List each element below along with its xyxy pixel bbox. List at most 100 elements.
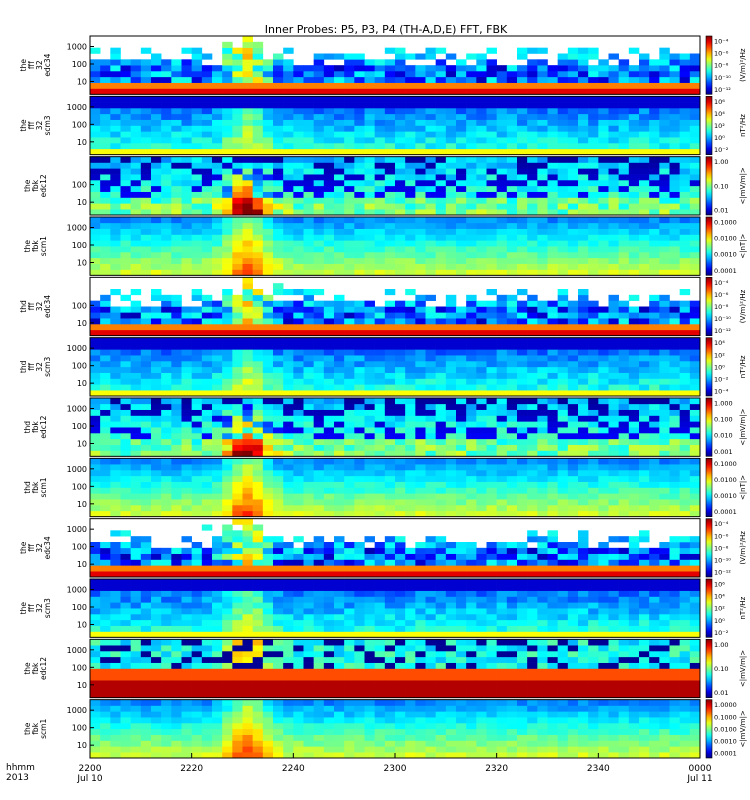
spectrogram-cell [283,343,294,350]
spectrogram-cell [456,481,467,488]
spectrogram-cell [313,59,325,66]
spectrogram-cell [303,156,314,163]
spectrogram-cell [273,464,284,471]
spectrogram-cell [578,403,589,410]
spectrogram-cell [689,203,701,210]
spectrogram-cell [435,234,447,241]
spectrogram-cell [212,209,223,216]
spectrogram-cell [273,162,284,169]
spectrogram-cell [598,481,609,488]
spectrogram-cell [100,596,111,603]
spectrogram-cell [618,378,630,385]
spectrogram-cell [496,349,508,356]
spectrogram-cell [486,102,497,109]
spectrogram-cell [537,203,548,210]
spectrogram-cell [171,125,182,132]
spectrogram-cell [588,119,599,126]
spectrogram-cell [527,257,538,264]
spectrogram-cell [649,71,660,78]
spectrogram-cell [476,390,487,397]
spectrogram-cell [151,355,162,362]
spectrogram-cell [374,403,386,410]
spectrogram-cell [395,475,406,482]
spectrogram-cell [110,403,121,410]
spectrogram-cell [212,438,223,445]
spectrogram-cell [273,481,284,488]
spectrogram-cell [293,162,304,169]
spectrogram-cell [567,324,579,331]
spectrogram-cell [476,505,487,512]
spectrogram-cell [313,209,325,216]
spectrogram-cell [293,481,304,488]
spectrogram-cell [588,82,599,89]
spectrogram-cell [151,458,162,465]
spectrogram-cell [588,174,599,181]
spectrogram-cell [425,306,436,313]
spectrogram-cell [669,162,680,169]
spectrogram-cell [222,355,233,362]
spectrogram-cell [354,450,365,457]
spectrogram-cell [476,82,487,89]
spectrogram-cell [171,113,182,120]
spectrogram-cell [517,499,528,506]
spectrogram-cell [201,168,213,175]
spectrogram-cell [323,88,335,95]
spectrogram-cell [262,542,274,549]
spectrogram-cell [445,306,457,313]
spectrogram-cell [151,481,162,488]
spectrogram-cell [649,355,660,362]
spectrogram-cell [344,464,355,471]
spectrogram-cell [354,197,365,204]
spectrogram-cell [456,384,467,391]
spectrogram-cell [344,475,355,482]
spectrogram-cell [323,180,335,187]
spectrogram-cell [212,263,223,270]
spectrogram-cell [252,252,264,259]
spectrogram-cell [222,185,233,192]
spectrogram-cell [313,137,325,144]
spectrogram-cell [364,180,375,187]
spectrogram-cell [598,174,609,181]
spectrogram-cell [181,470,192,477]
spectrogram-cell [466,294,477,301]
spectrogram-cell [588,464,599,471]
spectrogram-cell [628,458,640,465]
spectrogram-cell [618,156,630,163]
spectrogram-cell [537,343,548,350]
spectrogram-cell [486,191,497,198]
spectrogram-cell [212,312,223,319]
spectrogram-cell [100,324,111,331]
panel-frame [89,337,701,397]
spectrogram-cell [212,450,223,457]
spectrogram-cell [201,234,213,241]
spectrogram-cell [110,602,121,609]
spectrogram-cell [110,625,121,632]
spectrogram-cell [273,174,284,181]
spectrogram-cell [578,409,589,416]
spectrogram-cell [557,222,569,229]
spectrogram-cell [140,329,152,336]
spectrogram-cell [303,76,314,83]
spectrogram-cell [161,366,172,373]
spectrogram-cell [161,143,172,150]
spectrogram-cell [466,438,477,445]
spectrogram-cell [517,355,528,362]
spectrogram-cell [557,475,569,482]
spectrogram-cell [151,421,162,428]
spectrogram-cell [669,415,680,422]
spectrogram-cell [293,450,304,457]
spectrogram-cell [618,409,630,416]
spectrogram-cell [537,542,548,549]
spectrogram-cell [151,450,162,457]
spectrogram-cell [547,209,558,216]
spectrogram-cell [181,234,192,241]
spectrogram-cell [517,180,528,187]
spectrogram-cell [466,499,477,506]
spectrogram-cell [354,438,365,445]
spectrogram-cell [639,378,650,385]
spectrogram-cell [395,324,406,331]
spectrogram-cell [191,390,203,397]
spectrogram-cell [445,125,457,132]
spectrogram-cell [415,450,426,457]
spectrogram-cell [476,398,487,405]
